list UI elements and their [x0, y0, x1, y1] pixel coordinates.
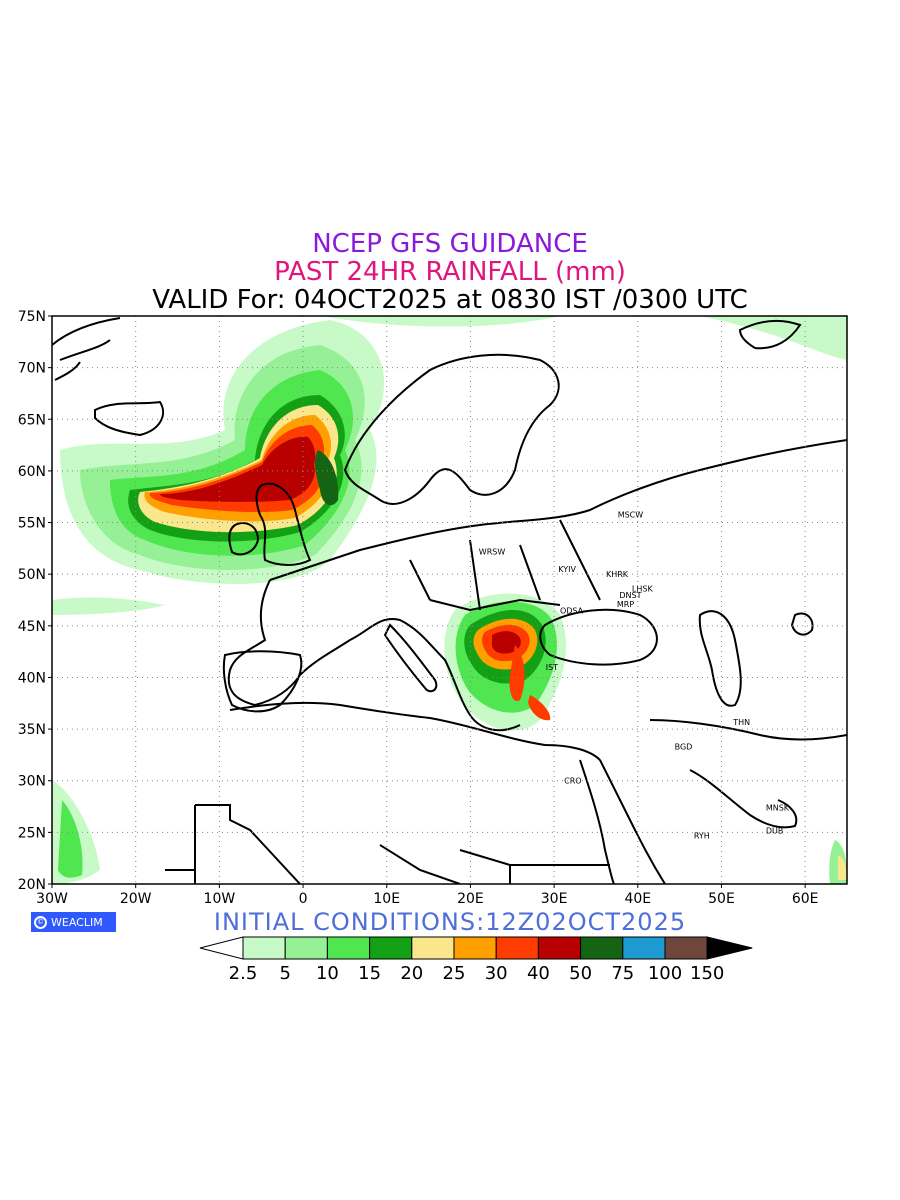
- city-label: DNST: [619, 591, 641, 600]
- legend-label: 15: [358, 963, 381, 984]
- legend-swatch: [664, 936, 708, 960]
- logo-text: WEACLIM: [51, 915, 103, 929]
- rainfall-legend: 2.5 5 10 15 20 25 30 40 50 75 100 150: [199, 936, 753, 984]
- lat-tick-label: 25N: [18, 825, 46, 841]
- city-label: IST: [546, 663, 558, 672]
- legend-label: 20: [400, 963, 423, 984]
- legend-label: 2.5: [229, 963, 258, 984]
- valid-time-label: VALID For: 04OCT2025 at 0830 IST /0300 U…: [152, 285, 748, 315]
- lat-tick-label: 50N: [18, 567, 46, 583]
- city-label: BGD: [675, 743, 693, 752]
- legend-arrow-low: [199, 936, 244, 960]
- lat-tick-label: 40N: [18, 670, 46, 686]
- longitude-axis: 30W 20W 10W 0 10E 20E 30E 40E 50E 60E: [36, 891, 818, 907]
- city-label: DUB: [766, 826, 784, 835]
- legend-swatch: [453, 936, 497, 960]
- legend-label: 30: [485, 963, 508, 984]
- lat-tick-label: 20N: [18, 877, 46, 893]
- lat-tick-label: 35N: [18, 722, 46, 738]
- map-frame: [51, 315, 848, 885]
- city-label: MSCW: [618, 510, 644, 519]
- lat-tick-label: 60N: [18, 464, 46, 480]
- chart-subtitle: PAST 24HR RAINFALL (mm): [274, 257, 626, 287]
- lon-tick-label: 50E: [708, 891, 735, 907]
- chart-title: NCEP GFS GUIDANCE: [312, 229, 588, 259]
- lon-tick-label: 20E: [457, 891, 484, 907]
- legend-swatch: [622, 936, 666, 960]
- legend-swatch: [411, 936, 455, 960]
- lon-tick-label: 40E: [624, 891, 651, 907]
- city-label: LHSK: [632, 585, 654, 594]
- legend-label: 100: [648, 963, 682, 984]
- lon-tick-label: 30W: [36, 891, 68, 907]
- lon-tick-label: 20W: [120, 891, 152, 907]
- city-label: KYIV: [558, 565, 576, 574]
- legend-label: 25: [443, 963, 466, 984]
- legend-arrow-high: [706, 936, 753, 960]
- lon-tick-label: 60E: [792, 891, 819, 907]
- city-label: WRSW: [479, 547, 506, 556]
- copyright-circle-icon: ©: [34, 915, 47, 929]
- legend-label: 150: [690, 963, 724, 984]
- city-label: ODSA: [560, 606, 584, 615]
- latitude-axis: 75N 70N 65N 60N 55N 50N 45N 40N 35N 30N 25N 20N: [18, 309, 46, 893]
- legend-swatch: [284, 936, 328, 960]
- legend-swatch: [242, 936, 286, 960]
- lat-tick-label: 75N: [18, 309, 46, 325]
- legend-swatch: [495, 936, 539, 960]
- coastlines: [52, 317, 847, 884]
- legend-swatch: [326, 936, 371, 960]
- legend-label: 50: [569, 963, 592, 984]
- legend-swatch: [369, 936, 413, 960]
- weaclim-logo: © WEACLIM: [31, 912, 116, 932]
- lat-tick-label: 55N: [18, 516, 46, 532]
- legend-label: 75: [611, 963, 634, 984]
- lon-tick-label: 30E: [541, 891, 568, 907]
- legend-label: 10: [316, 963, 339, 984]
- legend-label: 5: [279, 963, 290, 984]
- initial-conditions-label: INITIAL CONDITIONS:12Z02OCT2025: [213, 908, 687, 936]
- lon-tick-label: 10E: [373, 891, 400, 907]
- city-label: MNSK: [766, 804, 790, 813]
- lat-tick-label: 45N: [18, 619, 46, 635]
- lat-tick-label: 70N: [18, 361, 46, 377]
- city-label: RYH: [694, 831, 710, 840]
- legend-label: 40: [527, 963, 550, 984]
- legend-swatch: [537, 936, 582, 960]
- lat-tick-label: 65N: [18, 412, 46, 428]
- lat-tick-label: 30N: [18, 774, 46, 790]
- city-label: MRP: [617, 600, 634, 609]
- city-label: KHRK: [606, 570, 629, 579]
- lon-tick-label: 10W: [204, 891, 236, 907]
- city-label: CRO: [564, 777, 581, 786]
- legend-swatch: [580, 936, 624, 960]
- lon-tick-label: 0: [299, 891, 308, 907]
- city-label: THN: [732, 718, 750, 727]
